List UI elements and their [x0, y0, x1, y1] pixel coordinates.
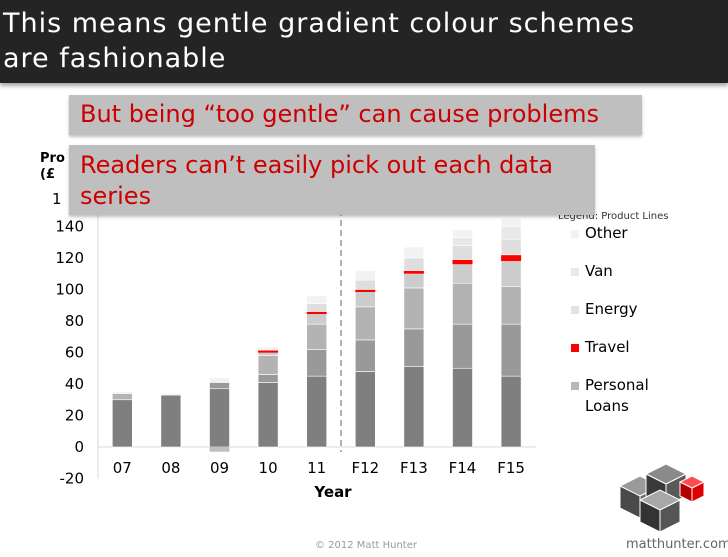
legend-title: Legend: Product Lines: [558, 211, 668, 222]
y-tick-label: 120: [55, 249, 84, 267]
bar-segment: [500, 260, 522, 287]
x-tick-label: 07: [113, 459, 132, 477]
bar-segment: [257, 374, 279, 383]
bar-segment: [403, 273, 425, 289]
y-axis-label-partial: Pro: [40, 151, 65, 166]
bar-segment: [209, 382, 230, 390]
legend-label: Van: [585, 262, 613, 280]
bar-segment-travel: [355, 289, 376, 292]
legend-label: Personal: [585, 376, 649, 394]
callout-too-gentle: But being “too gentle” can cause problem…: [69, 95, 642, 135]
legend-swatch: [571, 344, 579, 352]
bar-segment: [112, 399, 133, 448]
y-axis-label-partial: (£: [40, 167, 55, 182]
bar-segment: [403, 287, 425, 330]
bar-segment: [354, 371, 376, 448]
legend-swatch: [571, 230, 579, 238]
x-tick-label: 11: [307, 459, 326, 477]
bar-segment: [452, 367, 473, 448]
bar-segment: [112, 391, 133, 394]
x-axis-label: Year: [313, 483, 352, 501]
bar-segment: [500, 286, 522, 325]
x-tick-label: 08: [161, 459, 180, 477]
slide-title-line-2: are fashionable: [3, 43, 227, 74]
y-tick-label: -20: [60, 470, 85, 488]
y-tick-label: 80: [65, 312, 84, 330]
bar-segment-travel: [501, 254, 522, 262]
bar-segment-travel: [258, 350, 279, 353]
bar-segment: [452, 323, 473, 369]
bar-segment: [354, 339, 376, 372]
y-tick-label: 60: [65, 344, 84, 362]
bar-segment-travel: [306, 311, 327, 315]
bar-segment: [306, 375, 328, 448]
legend-label: Other: [585, 224, 628, 242]
x-tick-label: 09: [210, 459, 229, 477]
title-bar: This means gentle gradient colour scheme…: [0, 0, 728, 83]
callout-too-gentle-text: But being “too gentle” can cause problem…: [80, 100, 599, 128]
bar-segment: [257, 346, 279, 351]
x-tick-label: F14: [449, 459, 477, 477]
callout-data-series: Readers can’t easily pick out each data …: [69, 145, 595, 215]
bar-segment-negative: [209, 447, 230, 452]
bar-segment: [209, 377, 230, 383]
bar-segment: [500, 238, 522, 256]
bar-segment: [403, 246, 425, 259]
x-tick-label: F13: [400, 459, 428, 477]
bar-segment: [452, 263, 473, 284]
y-tick-label-partial: 1: [52, 190, 62, 208]
legend-swatch: [571, 306, 579, 314]
y-tick-label: 20: [65, 407, 84, 425]
bar-segment-travel: [452, 259, 473, 265]
legend-label: Travel: [584, 338, 630, 356]
bar-segment: [354, 290, 376, 308]
legend-swatch: [571, 382, 579, 390]
bar-segment: [257, 382, 279, 448]
bar-segment: [500, 218, 522, 227]
bar-segment: [452, 282, 473, 325]
legend-label: Energy: [585, 300, 638, 318]
bar-segment: [257, 355, 279, 375]
bar-segment: [306, 303, 328, 312]
y-tick-label: 0: [74, 438, 84, 456]
x-tick-label: F12: [351, 459, 379, 477]
x-tick-label: F15: [497, 459, 525, 477]
legend-swatch: [571, 268, 579, 276]
legend-label: Loans: [585, 397, 629, 415]
x-tick-label: 10: [259, 459, 278, 477]
bar-segment: [112, 393, 133, 401]
bar-segment: [500, 323, 522, 377]
slide-title-line-1: This means gentle gradient colour scheme…: [3, 8, 636, 39]
bar-segment-travel: [403, 270, 424, 274]
bar-segment: [452, 229, 473, 238]
cube-logo-icon: [618, 463, 706, 533]
copyright-text: © 2012 Matt Hunter: [315, 540, 417, 551]
bar-segment: [306, 295, 328, 304]
bar-segment: [452, 237, 473, 246]
y-tick-label: 40: [65, 375, 84, 393]
bar-segment: [306, 312, 328, 325]
bar-segment: [500, 226, 522, 240]
bar-segment: [209, 388, 230, 448]
callout-data-series-text: Readers can’t easily pick out each data …: [80, 151, 554, 210]
bar-segment: [403, 257, 425, 271]
y-tick-label: 100: [55, 281, 84, 299]
brand-text: matthunter.com: [626, 537, 728, 552]
bar-segment: [403, 328, 425, 367]
bar-segment: [354, 279, 376, 290]
bar-segment: [354, 306, 376, 341]
bar-segment: [306, 349, 328, 377]
bar-segment: [354, 270, 376, 281]
y-tick-label: 140: [55, 218, 84, 236]
bar-segment: [500, 375, 522, 448]
bar-segment: [160, 393, 182, 396]
bar-segment: [160, 394, 182, 448]
bar-segment: [403, 366, 425, 448]
bar-segment: [306, 323, 328, 350]
bar-segment: [452, 245, 473, 260]
